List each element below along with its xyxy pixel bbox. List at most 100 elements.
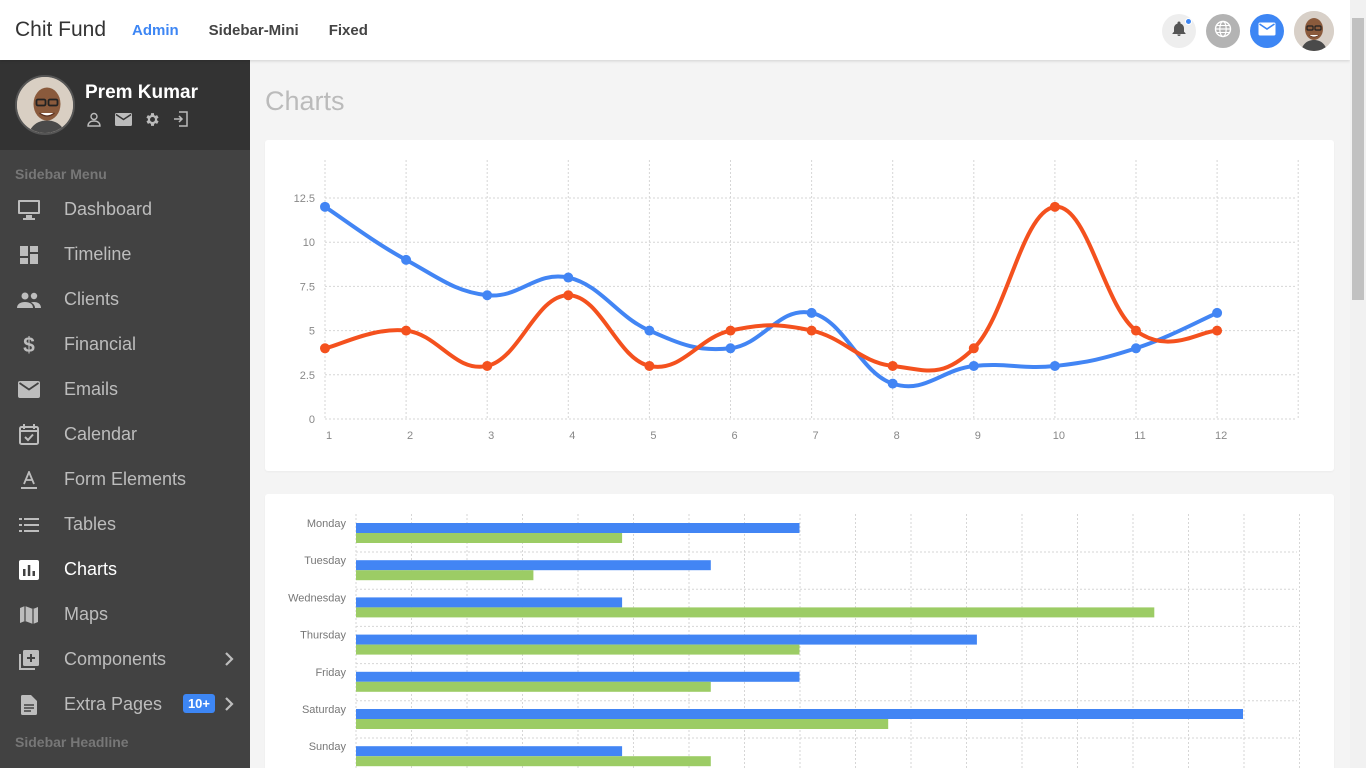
- sidebar-item-calendar[interactable]: Calendar: [0, 412, 250, 457]
- sidebar-item-label: Tables: [64, 514, 117, 534]
- page-scrollbar[interactable]: [1350, 0, 1366, 768]
- data-point: [968, 343, 979, 354]
- data-point: [1212, 307, 1223, 318]
- sidebar-item-label: Form Elements: [64, 469, 187, 489]
- data-point: [1131, 343, 1141, 354]
- sidebar: Prem Kumar Sidebar Menu Dashboard: [0, 60, 250, 768]
- sidebar-item-charts[interactable]: Charts: [0, 547, 250, 592]
- sidebar-profile: Prem Kumar: [0, 60, 250, 150]
- nav-fixed[interactable]: Fixed: [328, 21, 368, 39]
- data-point: [887, 378, 898, 389]
- data-point: [806, 307, 817, 318]
- bar: [356, 719, 889, 729]
- map-icon: [16, 602, 42, 628]
- data-point: [320, 343, 330, 354]
- sidebar-item-label: Financial: [64, 334, 137, 354]
- logout-icon[interactable]: [172, 110, 190, 128]
- sidebar-item-clients[interactable]: Clients: [0, 277, 250, 322]
- data-point: [401, 325, 412, 336]
- sidebar-item-label: Timeline: [64, 244, 132, 264]
- sidebar-item-label: Extra Pages: [64, 694, 163, 714]
- sidebar-item-components[interactable]: Components: [0, 637, 250, 682]
- line-chart-card: 0 2.5 5 7.5 10 12.5 1 2 3 4 5 6 7 8 9 10 11 12: [265, 140, 1334, 471]
- bell-icon: [1171, 21, 1187, 42]
- bar-chart-icon: [16, 557, 42, 583]
- bar: [356, 560, 711, 571]
- sidebar-item-dashboard[interactable]: Dashboard: [0, 187, 250, 232]
- globe-icon: [1214, 20, 1232, 43]
- data-point: [725, 343, 736, 354]
- bar: [356, 570, 534, 581]
- dashboard-grid-icon: [16, 242, 42, 268]
- brand-title[interactable]: Chit Fund: [15, 18, 107, 41]
- sidebar-item-financial[interactable]: $ Financial: [0, 322, 250, 367]
- bar: [356, 709, 1243, 719]
- category-label: Saturday: [302, 704, 347, 716]
- bar-chart-card: Monday Tuesday Wednesday Thursday Friday Satu…: [265, 494, 1334, 768]
- bar: [356, 671, 800, 682]
- bar: [356, 756, 711, 767]
- list-icon: [16, 512, 42, 538]
- y-tick-label: 7.5: [300, 281, 315, 293]
- x-tick-label: 6: [731, 430, 737, 442]
- bar: [356, 523, 800, 533]
- sidebar-item-extra-pages[interactable]: Extra Pages 10+: [0, 682, 250, 727]
- sidebar-item-tables[interactable]: Tables: [0, 502, 250, 547]
- x-tick-label: 3: [488, 430, 494, 442]
- data-point: [1212, 325, 1223, 336]
- notifications-button[interactable]: [1162, 14, 1196, 48]
- calendar-check-icon: [16, 422, 42, 448]
- main-content: Charts 0 2.5 5 7.5 10 12.5 1 2 3 4 5 6 7 8 9 10 11 12 Mon…: [250, 60, 1350, 768]
- data-point: [968, 360, 979, 371]
- people-icon: [16, 287, 42, 313]
- settings-gear-icon[interactable]: [143, 110, 161, 128]
- sidebar-item-timeline[interactable]: Timeline: [0, 232, 250, 277]
- category-label: Sunday: [309, 741, 347, 753]
- data-point: [644, 360, 655, 371]
- profile-avatar[interactable]: [15, 75, 75, 135]
- monitor-icon: [16, 197, 42, 223]
- text-format-icon: [16, 467, 42, 493]
- x-tick-label: 8: [894, 430, 900, 442]
- x-tick-label: 5: [650, 430, 656, 442]
- bar: [356, 746, 623, 757]
- chevron-right-icon: [224, 651, 234, 672]
- user-icon[interactable]: [85, 110, 103, 128]
- x-tick-label: 10: [1053, 430, 1065, 442]
- y-tick-label: 10: [303, 237, 315, 249]
- x-tick-label: 2: [407, 430, 413, 442]
- category-label: Monday: [307, 518, 347, 530]
- top-icons: [1152, 11, 1334, 51]
- x-tick-label: 11: [1134, 430, 1145, 442]
- sidebar-headline: Sidebar Headline: [15, 734, 129, 750]
- sidebar-item-form-elements[interactable]: Form Elements: [0, 457, 250, 502]
- mail-icon[interactable]: [114, 110, 132, 128]
- sidebar-item-emails[interactable]: Emails: [0, 367, 250, 412]
- language-button[interactable]: [1206, 14, 1240, 48]
- sidebar-item-label: Components: [64, 649, 167, 669]
- data-point: [1049, 201, 1060, 212]
- x-tick-label: 1: [326, 430, 332, 442]
- data-point: [1049, 360, 1060, 371]
- data-point: [401, 254, 412, 265]
- data-point: [644, 325, 655, 336]
- scrollbar-thumb[interactable]: [1352, 18, 1364, 300]
- category-label: Friday: [315, 667, 346, 679]
- top-nav: Admin Sidebar-Mini Fixed: [132, 22, 398, 39]
- count-badge: 10+: [182, 694, 215, 713]
- page-title: Charts: [265, 86, 345, 116]
- x-tick-label: 9: [975, 430, 981, 442]
- sidebar-item-label: Clients: [64, 289, 120, 309]
- y-tick-label: 5: [309, 326, 315, 338]
- x-tick-label: 7: [813, 430, 819, 442]
- bar: [356, 597, 623, 608]
- nav-sidebar-mini[interactable]: Sidebar-Mini: [208, 21, 299, 39]
- sidebar-item-maps[interactable]: Maps: [0, 592, 250, 637]
- data-point: [563, 290, 574, 301]
- avatar-image: [17, 77, 73, 133]
- nav-admin[interactable]: Admin: [132, 21, 179, 39]
- profile-name: Prem Kumar: [85, 82, 198, 103]
- messages-button[interactable]: [1250, 14, 1284, 48]
- user-avatar-button[interactable]: [1294, 11, 1334, 51]
- category-label: Tuesday: [304, 555, 346, 567]
